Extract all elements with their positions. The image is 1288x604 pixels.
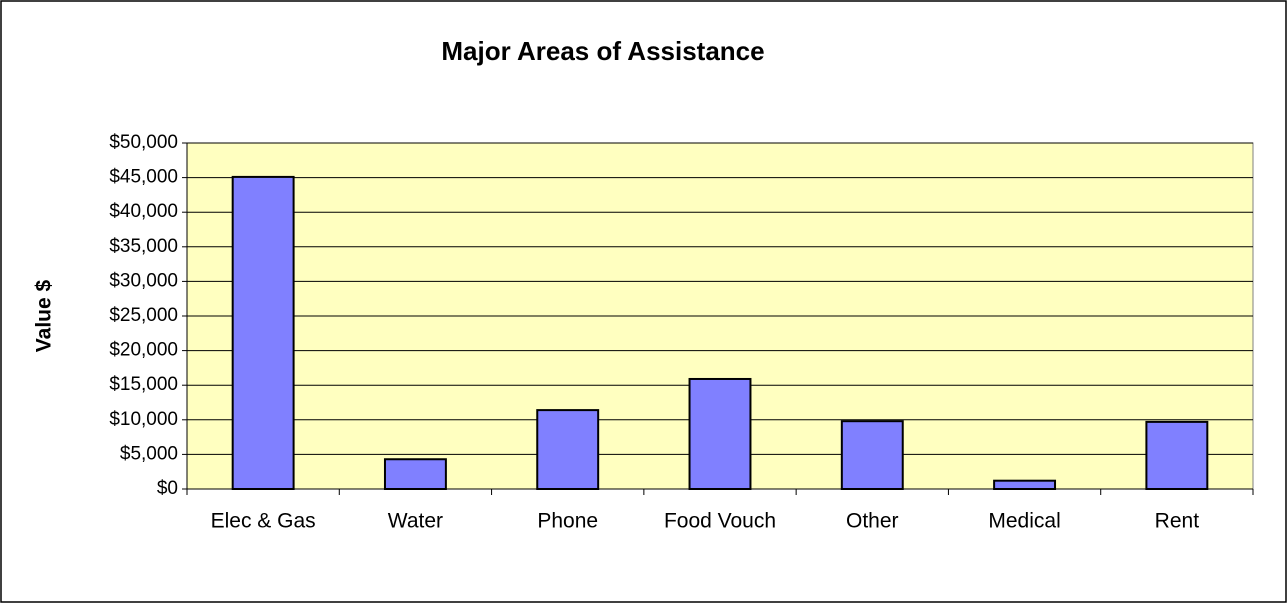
y-tick-label: $35,000 bbox=[109, 236, 178, 257]
bar bbox=[383, 458, 447, 490]
y-tick-label: $45,000 bbox=[109, 167, 178, 188]
y-tick-label: $20,000 bbox=[109, 340, 178, 361]
bar bbox=[993, 479, 1057, 491]
x-tick-label: Phone bbox=[537, 510, 598, 533]
y-tick-label: $30,000 bbox=[109, 270, 178, 291]
bar bbox=[231, 175, 295, 491]
y-tick-label: $25,000 bbox=[109, 305, 178, 326]
x-tick-label: Elec & Gas bbox=[211, 510, 316, 533]
chart-title: Major Areas of Assistance bbox=[441, 36, 764, 66]
x-tick-label: Food Vouch bbox=[664, 510, 776, 533]
x-tick-label: Medical bbox=[988, 510, 1060, 533]
bar bbox=[1145, 420, 1209, 491]
y-tick-label: $0 bbox=[157, 478, 178, 499]
y-tick-label: $5,000 bbox=[120, 443, 178, 464]
y-axis-label: Value $ bbox=[33, 279, 56, 352]
bar bbox=[840, 420, 904, 490]
y-tick-label: $50,000 bbox=[109, 132, 178, 153]
bar bbox=[688, 377, 752, 490]
y-tick-label: $15,000 bbox=[109, 374, 178, 395]
x-tick-label: Water bbox=[388, 510, 443, 533]
y-tick-label: $40,000 bbox=[109, 201, 178, 222]
x-tick-label: Other bbox=[846, 510, 899, 533]
y-tick-label: $10,000 bbox=[109, 409, 178, 430]
bar bbox=[536, 409, 600, 490]
x-tick-label: Rent bbox=[1155, 510, 1200, 533]
